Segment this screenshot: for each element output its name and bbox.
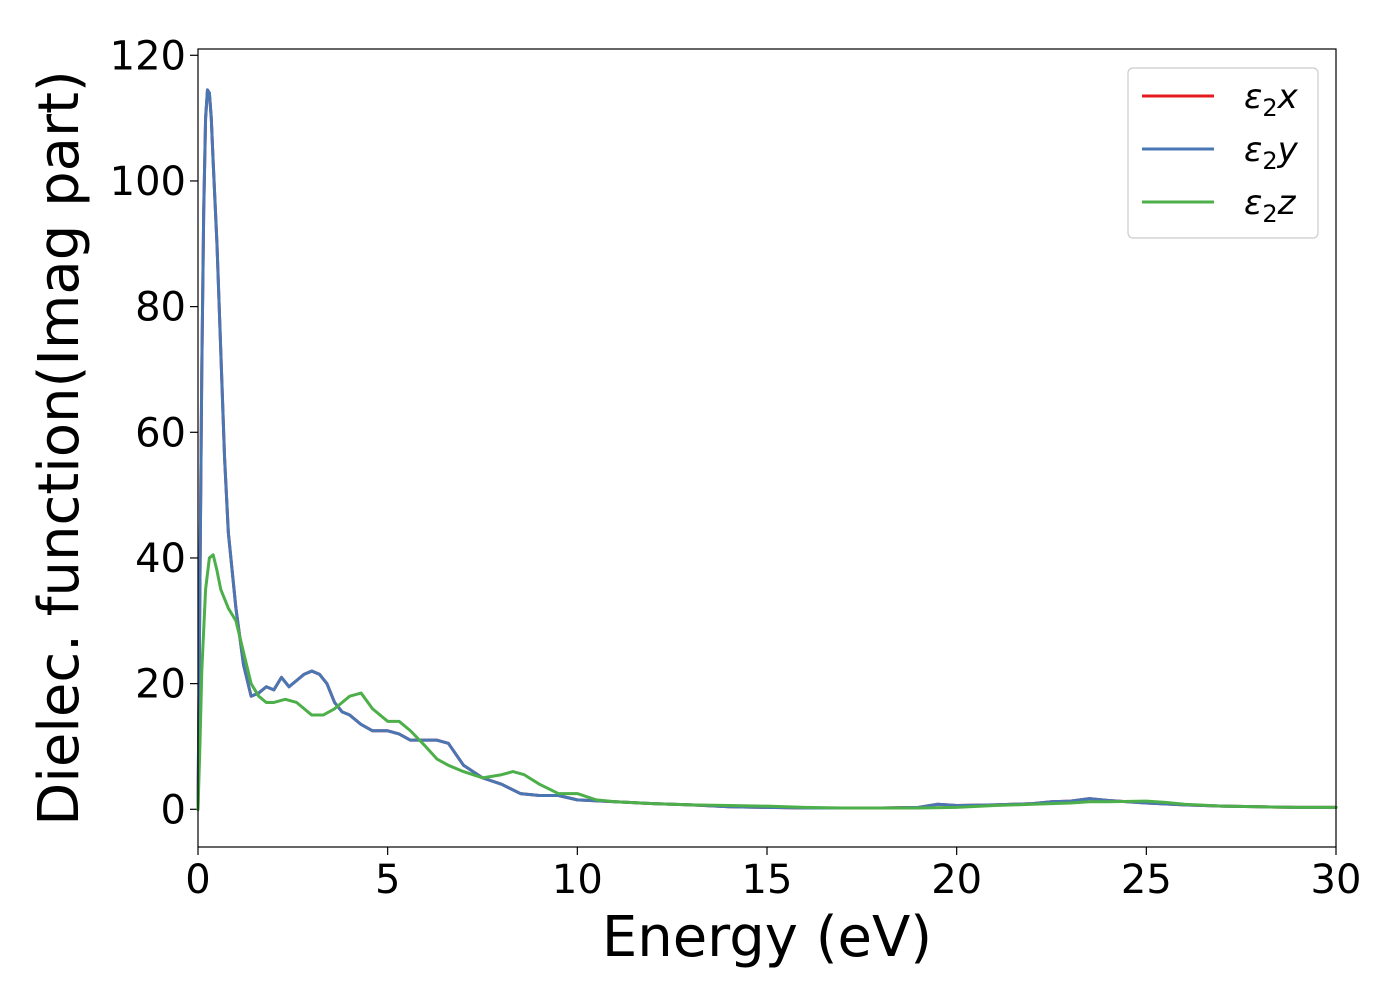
x-tick-label: 30 xyxy=(1311,857,1362,903)
y-tick-label: 80 xyxy=(135,285,186,331)
legend-label-z: ε2z xyxy=(1244,183,1297,228)
x-tick-label: 10 xyxy=(552,857,603,903)
y-tick-label: 40 xyxy=(135,536,186,582)
plot-lines xyxy=(196,88,1338,811)
y-tick-label: 20 xyxy=(135,662,186,708)
x-tick-label: 15 xyxy=(742,857,793,903)
x-tick-label: 0 xyxy=(185,857,210,903)
x-tick-label: 5 xyxy=(375,857,400,903)
y-axis-title: Dielec. function(Imag part) xyxy=(27,70,92,826)
y-tick-label: 100 xyxy=(110,159,186,205)
series-line-z xyxy=(196,553,1338,811)
plot-frame xyxy=(197,48,1337,848)
legend-label-y: ε2y xyxy=(1244,130,1299,175)
y-tick-label: 0 xyxy=(161,787,186,833)
x-axis-ticks: 0 5 10 15 20 25 30 xyxy=(185,847,1361,903)
y-tick-label: 60 xyxy=(135,410,186,456)
x-tick-label: 25 xyxy=(1121,857,1172,903)
y-tick-label: 120 xyxy=(110,33,186,79)
legend-label-x: ε2x xyxy=(1244,77,1299,122)
legend: ε2x ε2y ε2z xyxy=(1127,67,1319,239)
y-axis-ticks: 0 20 40 60 80 100 120 xyxy=(110,33,198,833)
legend-box xyxy=(1127,67,1319,239)
x-axis-title: Energy (eV) xyxy=(602,905,932,970)
x-tick-label: 20 xyxy=(931,857,982,903)
